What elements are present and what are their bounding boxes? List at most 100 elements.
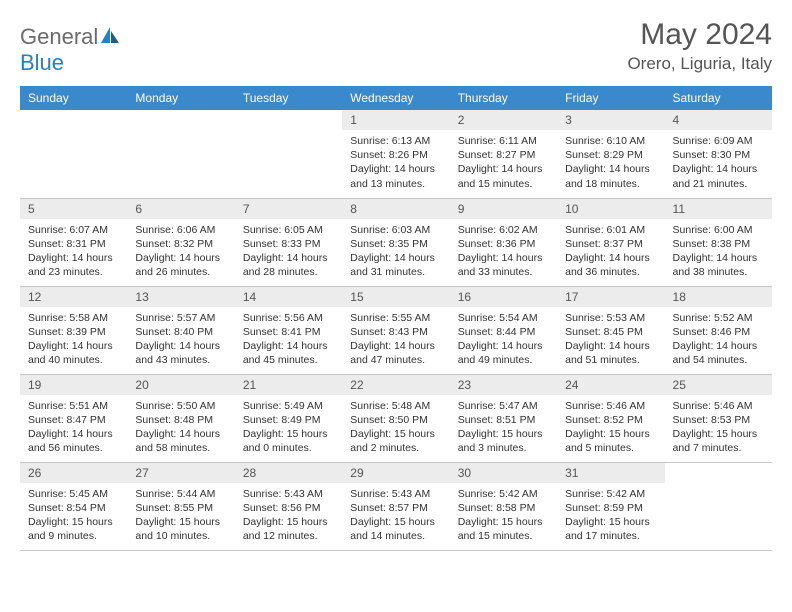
day-details: Sunrise: 6:10 AMSunset: 8:29 PMDaylight:… <box>557 130 664 197</box>
calendar-body: 1Sunrise: 6:13 AMSunset: 8:26 PMDaylight… <box>20 110 772 550</box>
month-title: May 2024 <box>627 18 772 52</box>
day-details: Sunrise: 5:51 AMSunset: 8:47 PMDaylight:… <box>20 395 127 462</box>
calendar-cell: 3Sunrise: 6:10 AMSunset: 8:29 PMDaylight… <box>557 110 664 198</box>
calendar-week: 26Sunrise: 5:45 AMSunset: 8:54 PMDayligh… <box>20 462 772 550</box>
weekday-header: Thursday <box>450 86 557 110</box>
calendar-cell: 13Sunrise: 5:57 AMSunset: 8:40 PMDayligh… <box>127 286 234 374</box>
calendar-cell: 11Sunrise: 6:00 AMSunset: 8:38 PMDayligh… <box>665 198 772 286</box>
day-details: Sunrise: 6:09 AMSunset: 8:30 PMDaylight:… <box>665 130 772 197</box>
calendar-cell <box>20 110 127 198</box>
day-details: Sunrise: 5:53 AMSunset: 8:45 PMDaylight:… <box>557 307 664 374</box>
weekday-header: Monday <box>127 86 234 110</box>
calendar-week: 5Sunrise: 6:07 AMSunset: 8:31 PMDaylight… <box>20 198 772 286</box>
day-number: 1 <box>342 110 449 130</box>
sail-icon <box>100 24 120 50</box>
day-number: 10 <box>557 199 664 219</box>
calendar-cell <box>127 110 234 198</box>
weekday-row: SundayMondayTuesdayWednesdayThursdayFrid… <box>20 86 772 110</box>
calendar-cell: 12Sunrise: 5:58 AMSunset: 8:39 PMDayligh… <box>20 286 127 374</box>
day-number: 9 <box>450 199 557 219</box>
day-details: Sunrise: 5:45 AMSunset: 8:54 PMDaylight:… <box>20 483 127 550</box>
calendar-page: GeneralBlue May 2024 Orero, Liguria, Ita… <box>0 0 792 561</box>
calendar-cell: 24Sunrise: 5:46 AMSunset: 8:52 PMDayligh… <box>557 374 664 462</box>
day-number: 15 <box>342 287 449 307</box>
day-details: Sunrise: 6:01 AMSunset: 8:37 PMDaylight:… <box>557 219 664 286</box>
day-details: Sunrise: 6:00 AMSunset: 8:38 PMDaylight:… <box>665 219 772 286</box>
calendar-cell: 25Sunrise: 5:46 AMSunset: 8:53 PMDayligh… <box>665 374 772 462</box>
day-number <box>235 110 342 130</box>
day-number <box>127 110 234 130</box>
calendar-cell: 31Sunrise: 5:42 AMSunset: 8:59 PMDayligh… <box>557 462 664 550</box>
calendar-week: 19Sunrise: 5:51 AMSunset: 8:47 PMDayligh… <box>20 374 772 462</box>
day-number: 20 <box>127 375 234 395</box>
location-text: Orero, Liguria, Italy <box>627 54 772 74</box>
day-number: 13 <box>127 287 234 307</box>
calendar-cell: 15Sunrise: 5:55 AMSunset: 8:43 PMDayligh… <box>342 286 449 374</box>
brand-part2: Blue <box>20 50 64 75</box>
calendar-cell: 29Sunrise: 5:43 AMSunset: 8:57 PMDayligh… <box>342 462 449 550</box>
calendar-cell: 23Sunrise: 5:47 AMSunset: 8:51 PMDayligh… <box>450 374 557 462</box>
day-details: Sunrise: 5:48 AMSunset: 8:50 PMDaylight:… <box>342 395 449 462</box>
calendar-week: 1Sunrise: 6:13 AMSunset: 8:26 PMDaylight… <box>20 110 772 198</box>
day-number: 18 <box>665 287 772 307</box>
calendar-week: 12Sunrise: 5:58 AMSunset: 8:39 PMDayligh… <box>20 286 772 374</box>
calendar-cell: 9Sunrise: 6:02 AMSunset: 8:36 PMDaylight… <box>450 198 557 286</box>
day-number: 12 <box>20 287 127 307</box>
weekday-header: Wednesday <box>342 86 449 110</box>
calendar-cell: 30Sunrise: 5:42 AMSunset: 8:58 PMDayligh… <box>450 462 557 550</box>
day-number: 26 <box>20 463 127 483</box>
calendar-cell: 27Sunrise: 5:44 AMSunset: 8:55 PMDayligh… <box>127 462 234 550</box>
brand-text: GeneralBlue <box>20 24 120 76</box>
day-number: 25 <box>665 375 772 395</box>
day-number: 27 <box>127 463 234 483</box>
calendar-cell: 5Sunrise: 6:07 AMSunset: 8:31 PMDaylight… <box>20 198 127 286</box>
calendar-cell: 20Sunrise: 5:50 AMSunset: 8:48 PMDayligh… <box>127 374 234 462</box>
calendar-cell: 22Sunrise: 5:48 AMSunset: 8:50 PMDayligh… <box>342 374 449 462</box>
brand-part1: General <box>20 24 98 49</box>
day-details: Sunrise: 5:42 AMSunset: 8:58 PMDaylight:… <box>450 483 557 550</box>
day-details: Sunrise: 5:43 AMSunset: 8:57 PMDaylight:… <box>342 483 449 550</box>
day-number: 29 <box>342 463 449 483</box>
calendar-cell: 2Sunrise: 6:11 AMSunset: 8:27 PMDaylight… <box>450 110 557 198</box>
day-number: 8 <box>342 199 449 219</box>
day-number <box>665 463 772 483</box>
calendar-head: SundayMondayTuesdayWednesdayThursdayFrid… <box>20 86 772 110</box>
day-details: Sunrise: 5:44 AMSunset: 8:55 PMDaylight:… <box>127 483 234 550</box>
day-details: Sunrise: 5:49 AMSunset: 8:49 PMDaylight:… <box>235 395 342 462</box>
day-number <box>20 110 127 130</box>
day-details: Sunrise: 5:52 AMSunset: 8:46 PMDaylight:… <box>665 307 772 374</box>
calendar-cell: 28Sunrise: 5:43 AMSunset: 8:56 PMDayligh… <box>235 462 342 550</box>
day-details: Sunrise: 5:58 AMSunset: 8:39 PMDaylight:… <box>20 307 127 374</box>
day-number: 24 <box>557 375 664 395</box>
calendar-cell: 26Sunrise: 5:45 AMSunset: 8:54 PMDayligh… <box>20 462 127 550</box>
day-details: Sunrise: 5:43 AMSunset: 8:56 PMDaylight:… <box>235 483 342 550</box>
day-number: 17 <box>557 287 664 307</box>
weekday-header: Friday <box>557 86 664 110</box>
calendar-cell: 4Sunrise: 6:09 AMSunset: 8:30 PMDaylight… <box>665 110 772 198</box>
day-number: 4 <box>665 110 772 130</box>
day-details: Sunrise: 6:13 AMSunset: 8:26 PMDaylight:… <box>342 130 449 197</box>
day-details: Sunrise: 5:46 AMSunset: 8:52 PMDaylight:… <box>557 395 664 462</box>
day-details: Sunrise: 6:02 AMSunset: 8:36 PMDaylight:… <box>450 219 557 286</box>
weekday-header: Sunday <box>20 86 127 110</box>
calendar-cell: 18Sunrise: 5:52 AMSunset: 8:46 PMDayligh… <box>665 286 772 374</box>
day-details: Sunrise: 5:50 AMSunset: 8:48 PMDaylight:… <box>127 395 234 462</box>
weekday-header: Tuesday <box>235 86 342 110</box>
day-number: 28 <box>235 463 342 483</box>
calendar-cell <box>235 110 342 198</box>
day-details: Sunrise: 6:03 AMSunset: 8:35 PMDaylight:… <box>342 219 449 286</box>
day-number: 22 <box>342 375 449 395</box>
calendar-cell: 10Sunrise: 6:01 AMSunset: 8:37 PMDayligh… <box>557 198 664 286</box>
day-details: Sunrise: 6:11 AMSunset: 8:27 PMDaylight:… <box>450 130 557 197</box>
day-number: 11 <box>665 199 772 219</box>
calendar-cell: 21Sunrise: 5:49 AMSunset: 8:49 PMDayligh… <box>235 374 342 462</box>
day-details: Sunrise: 5:46 AMSunset: 8:53 PMDaylight:… <box>665 395 772 462</box>
page-header: GeneralBlue May 2024 Orero, Liguria, Ita… <box>20 18 772 76</box>
day-number: 3 <box>557 110 664 130</box>
day-number: 21 <box>235 375 342 395</box>
day-number: 16 <box>450 287 557 307</box>
day-number: 7 <box>235 199 342 219</box>
day-number: 14 <box>235 287 342 307</box>
day-number: 19 <box>20 375 127 395</box>
title-block: May 2024 Orero, Liguria, Italy <box>627 18 772 74</box>
